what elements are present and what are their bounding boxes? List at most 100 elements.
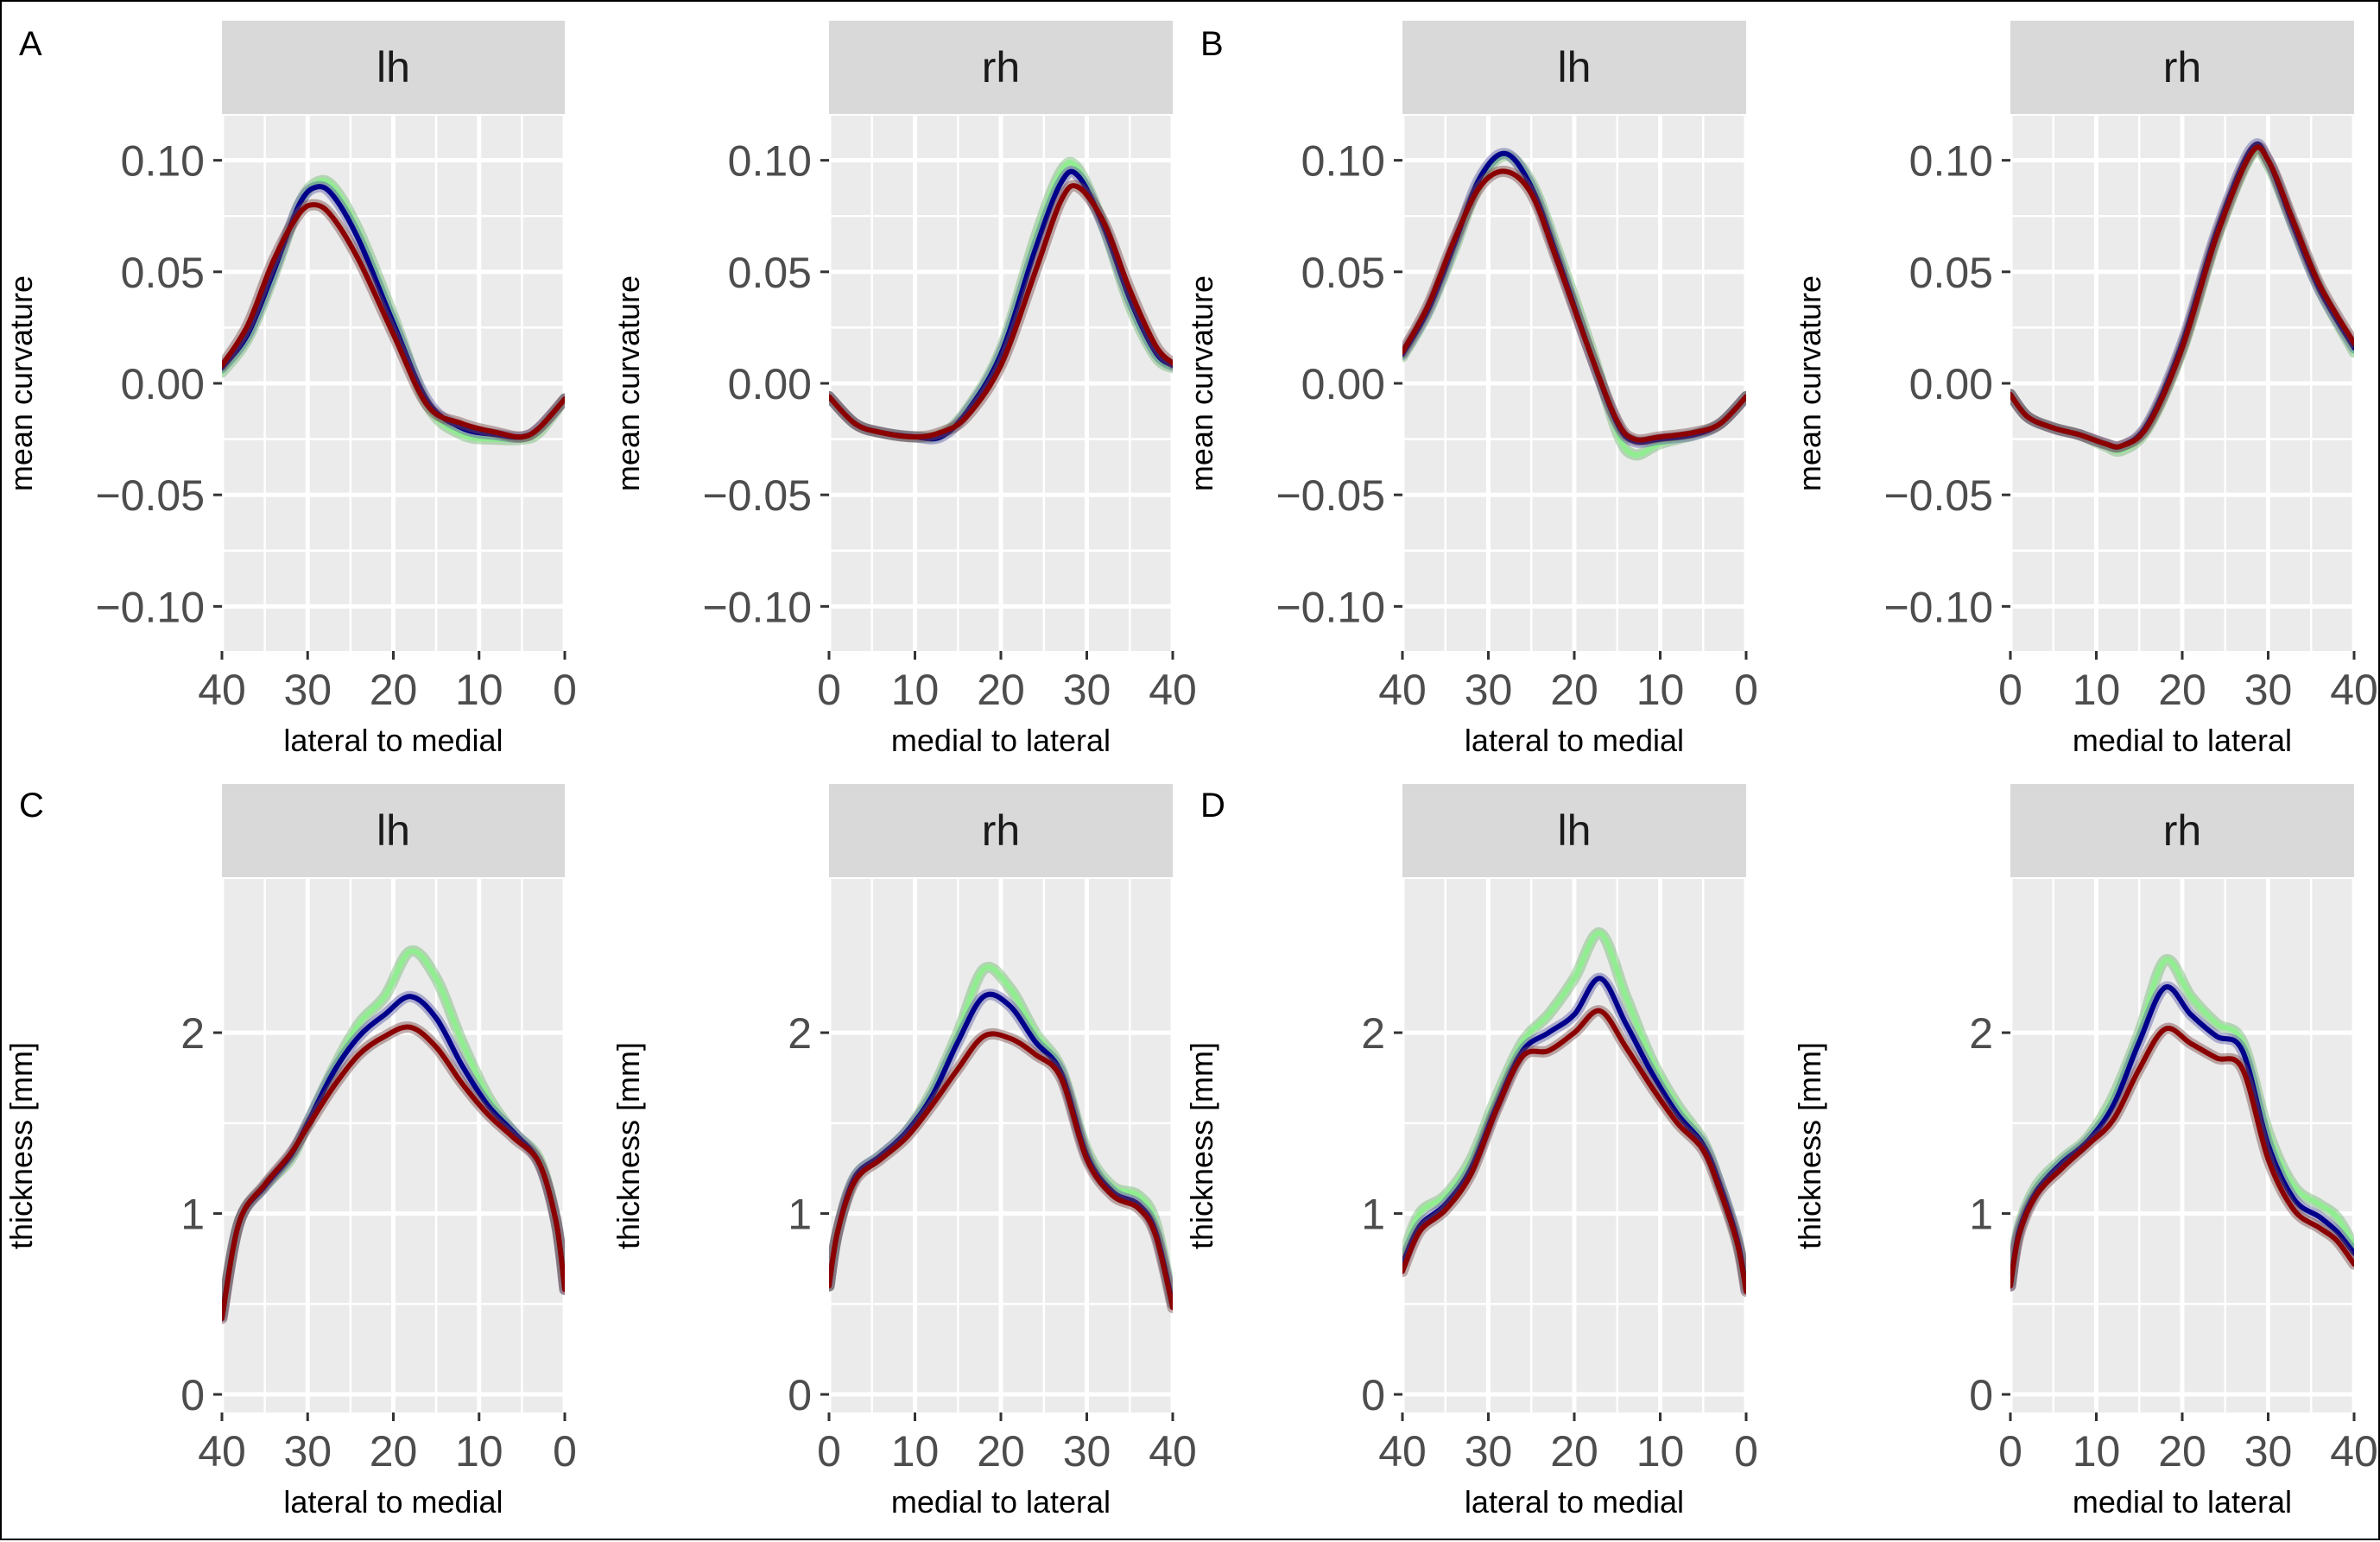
y-tick-label: 0.00	[728, 360, 812, 408]
x-axis-title: lateral to medial	[1465, 1484, 1684, 1520]
facet-strip	[222, 21, 565, 114]
chart-a-rh: rh 0 10 20 30 40 −0.10 −0.05 0.00 0.05 0.10 medial …	[611, 21, 1197, 758]
y-tick-label: 2	[180, 1009, 205, 1058]
y-tick-label: −0.10	[1883, 583, 1993, 631]
facet-strip	[2010, 21, 2354, 114]
chart-c-rh: rh 0 10 20 30 40 0 1 2 medial to lateral thickness…	[611, 784, 1197, 1520]
x-tick-label: 40	[1378, 666, 1427, 714]
chart-d-rh: rh 0 10 20 30 40 0 1 2 medial to lateral thickness…	[1792, 784, 2378, 1520]
y-axis-title: thickness [mm]	[1792, 1042, 1827, 1249]
y-tick-label: 0.10	[728, 137, 812, 186]
y-axis-title: mean curvature	[1184, 275, 1219, 491]
facet-strip-label: rh	[2163, 806, 2201, 855]
series-line-red	[2010, 1026, 2354, 1289]
series-layer	[1402, 927, 1746, 1298]
y-tick-label: 1	[788, 1191, 812, 1239]
series-layer	[829, 962, 1173, 1313]
x-tick-label: 10	[891, 1427, 940, 1476]
series-line-blue	[2010, 984, 2354, 1289]
x-tick-label: 30	[1465, 1427, 1513, 1476]
chart-c-lh: lh 40 30 20 10 0 0 1 2 lateral to medial thickness…	[3, 784, 577, 1520]
y-tick-label: 0.00	[1301, 360, 1385, 408]
x-tick-label: 30	[1063, 666, 1111, 714]
x-tick-label: 20	[2158, 1427, 2206, 1476]
y-tick-label: −0.05	[1275, 471, 1385, 520]
facet-strip-label: rh	[982, 43, 1020, 92]
chart-b-rh: rh 0 10 20 30 40 −0.10 −0.05 0.00 0.05 0.10 medial …	[1792, 21, 2378, 758]
y-axis-title: mean curvature	[3, 275, 39, 491]
x-tick-label: 40	[198, 1427, 246, 1476]
x-tick-label: 0	[1734, 1427, 1758, 1476]
facet-strip-label: lh	[377, 43, 410, 92]
y-tick-label: 0	[788, 1371, 812, 1419]
x-axis-title: lateral to medial	[283, 723, 503, 758]
y-tick-label: 0.05	[728, 249, 812, 297]
facet-strip	[222, 784, 565, 877]
series-layer	[2010, 138, 2354, 458]
y-tick-label: 1	[180, 1191, 205, 1239]
series-line-red	[2010, 144, 2354, 450]
x-tick-label: 10	[1636, 1427, 1685, 1476]
x-tick-label: 0	[553, 666, 577, 714]
facet-strip	[829, 784, 1173, 877]
chart-d-lh: lh 40 30 20 10 0 0 1 2 lateral to medial thickness…	[1184, 784, 1758, 1520]
y-axis-title: mean curvature	[611, 275, 646, 491]
x-tick-label: 40	[2330, 1427, 2378, 1476]
x-tick-label: 30	[2244, 666, 2293, 714]
x-axis-title: lateral to medial	[283, 1484, 503, 1520]
x-axis-title: medial to lateral	[891, 1484, 1111, 1520]
y-tick-label: 0.00	[1909, 360, 1993, 408]
facet-strip-label: lh	[1558, 806, 1592, 855]
series-layer	[829, 156, 1173, 445]
series-layer	[222, 174, 565, 446]
facet-strip	[829, 21, 1173, 114]
y-tick-label: −0.05	[95, 471, 205, 520]
facet-strip-label: rh	[982, 806, 1020, 855]
x-tick-label: 10	[2073, 1427, 2121, 1476]
panel-letter-b: B	[1200, 25, 1224, 63]
x-tick-label: 30	[283, 666, 332, 714]
x-tick-label: 20	[977, 1427, 1025, 1476]
y-tick-label: 0	[180, 1371, 205, 1419]
x-tick-label: 0	[553, 1427, 577, 1476]
x-tick-label: 20	[1550, 1427, 1598, 1476]
x-tick-label: 0	[1998, 666, 2022, 714]
y-tick-label: −0.10	[95, 583, 205, 631]
y-tick-label: −0.05	[1883, 471, 1993, 520]
y-tick-label: 0	[1969, 1371, 1993, 1419]
y-tick-label: 1	[1361, 1191, 1385, 1239]
series-line-red	[222, 202, 565, 440]
x-tick-label: 30	[1063, 1427, 1111, 1476]
series-line-red	[1402, 168, 1746, 443]
panel-letter-c: C	[19, 787, 44, 825]
series-line-red	[829, 1031, 1173, 1311]
x-tick-label: 10	[2073, 666, 2121, 714]
y-tick-label: 0.05	[121, 249, 205, 297]
y-tick-label: −0.05	[702, 471, 812, 520]
x-tick-label: 40	[1149, 666, 1197, 714]
facet-strip	[1402, 784, 1746, 877]
x-axis-title: medial to lateral	[891, 723, 1111, 758]
y-tick-label: 0.10	[1301, 137, 1385, 186]
facet-strip-label: lh	[377, 806, 410, 855]
series-line-blue	[829, 991, 1173, 1307]
series-layer	[2010, 953, 2354, 1292]
facet-strip-label: rh	[2163, 43, 2201, 92]
y-tick-label: 0.10	[121, 137, 205, 186]
y-tick-label: −0.10	[1275, 583, 1385, 631]
x-axis-title: medial to lateral	[2073, 723, 2292, 758]
x-tick-label: 40	[198, 666, 246, 714]
x-tick-label: 0	[817, 1427, 841, 1476]
x-tick-label: 20	[2158, 666, 2206, 714]
x-tick-label: 0	[817, 666, 841, 714]
y-tick-label: 0	[1361, 1371, 1385, 1419]
facet-strip	[1402, 21, 1746, 114]
x-tick-label: 0	[1998, 1427, 2022, 1476]
y-tick-label: 2	[788, 1009, 812, 1058]
x-axis-title: medial to lateral	[2073, 1484, 2292, 1520]
y-axis-title: mean curvature	[1792, 275, 1827, 491]
facet-strip-label: lh	[1558, 43, 1592, 92]
series-line-red	[222, 1024, 565, 1322]
x-tick-label: 40	[1378, 1427, 1427, 1476]
